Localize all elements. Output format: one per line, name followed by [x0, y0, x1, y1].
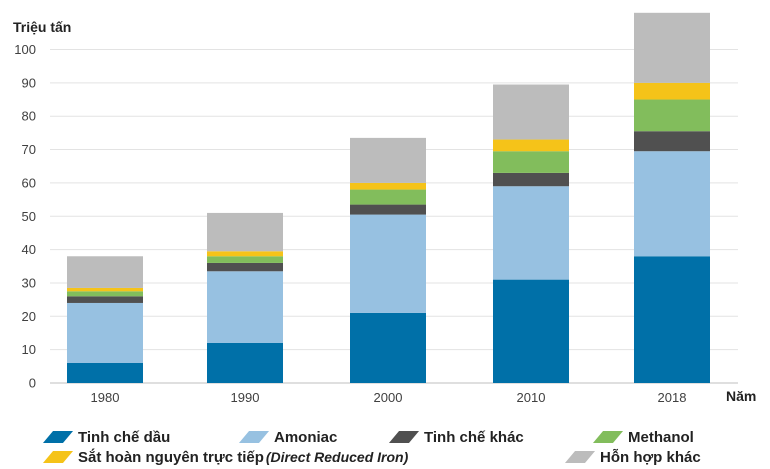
y-tick-label: 0 — [29, 376, 36, 391]
x-axis-title: Năm — [726, 388, 756, 404]
x-tick-label: 1980 — [91, 390, 120, 405]
bar-segment-2010-series-5 — [493, 84, 569, 140]
x-tick-label: 2018 — [658, 390, 687, 405]
x-tick-label: 2000 — [374, 390, 403, 405]
y-tick-label: 60 — [22, 175, 36, 190]
y-tick-label: 30 — [22, 275, 36, 290]
y-tick-label: 20 — [22, 309, 36, 324]
bar-segment-1990-series-5 — [207, 212, 283, 252]
x-tick-label: 2010 — [517, 390, 546, 405]
legend-item-tinh-che-khac: Tinh chế khác — [388, 428, 524, 446]
legend-label: Amoniac — [274, 428, 338, 446]
legend-item-hon-hop-khac: Hỗn hợp khác — [564, 448, 701, 466]
legend-label: Sắt hoàn nguyên trực tiếp — [78, 448, 264, 466]
bar-segment-1980-series-5 — [67, 256, 143, 288]
legend-swatch — [592, 431, 624, 443]
bar-segment-2018-series-2 — [634, 131, 710, 152]
legend-item-methanol: Methanol — [592, 428, 694, 446]
y-tick-label: 90 — [22, 75, 36, 90]
legend-swatch — [388, 431, 420, 443]
bar-segment-2000-series-3 — [350, 189, 426, 205]
legend-item-amoniac: Amoniac — [238, 428, 338, 446]
bar-segment-1980-series-1 — [67, 302, 143, 363]
bar-segment-2018-series-1 — [634, 151, 710, 257]
bar-segment-2010-series-3 — [493, 151, 569, 173]
legend-swatch — [42, 431, 74, 443]
y-axis-title: Triệu tấn — [13, 19, 71, 35]
bar-segment-2000-series-2 — [350, 204, 426, 215]
y-tick-labels: 0 10 20 30 40 50 60 70 80 90 100 — [14, 42, 36, 391]
bar-segment-2018-series-0 — [634, 256, 710, 383]
bar-segment-1980-series-3 — [67, 291, 143, 297]
bar-segment-2010-series-0 — [493, 279, 569, 383]
bar-segment-1990-series-1 — [207, 271, 283, 343]
y-tick-label: 70 — [22, 142, 36, 157]
bars — [67, 12, 710, 383]
bar-segment-1990-series-2 — [207, 262, 283, 272]
stacked-bar-chart: 0 10 20 30 40 50 60 70 80 90 100 1980 1990 2000 2010 2… — [13, 12, 756, 405]
legend-label: Tinh chế khác — [424, 428, 524, 446]
bar-segment-2000-series-5 — [350, 137, 426, 183]
legend-item-sat-hoan-nguyen: Sắt hoàn nguyên trực tiếp (Direct Reduce… — [42, 448, 409, 466]
bar-segment-1990-series-0 — [207, 342, 283, 383]
legend-label: Hỗn hợp khác — [600, 448, 701, 466]
bar-segment-2010-series-2 — [493, 172, 569, 187]
y-tick-label: 40 — [22, 242, 36, 257]
bar-segment-1980-series-0 — [67, 362, 143, 383]
bar-segment-2000-series-0 — [350, 312, 426, 383]
y-tick-label: 10 — [22, 342, 36, 357]
y-tick-label: 80 — [22, 109, 36, 124]
bar-segment-2000-series-1 — [350, 214, 426, 313]
bar-segment-1990-series-4 — [207, 251, 283, 257]
y-tick-label: 50 — [22, 209, 36, 224]
legend: Tinh chế dầu Amoniac Tinh chế khác Metha… — [0, 424, 770, 469]
bar-segment-2010-series-1 — [493, 186, 569, 280]
legend-item-tinh-che-dau: Tinh chế dầu — [42, 428, 171, 446]
bar-segment-1990-series-3 — [207, 256, 283, 263]
legend-swatch — [238, 431, 270, 443]
legend-swatch — [42, 451, 74, 463]
bar-segment-2018-series-3 — [634, 99, 710, 132]
bar-segment-1980-series-2 — [67, 296, 143, 303]
x-tick-labels: 1980 1990 2000 2010 2018 — [91, 390, 687, 405]
bar-segment-2000-series-4 — [350, 182, 426, 190]
legend-label: Methanol — [628, 428, 694, 446]
bar-segment-2010-series-4 — [493, 139, 569, 152]
x-tick-label: 1990 — [231, 390, 260, 405]
bar-segment-1980-series-4 — [67, 287, 143, 292]
legend-swatch — [564, 451, 596, 463]
bar-segment-2018-series-4 — [634, 82, 710, 100]
y-tick-label: 100 — [14, 42, 36, 57]
legend-label: Tinh chế dầu — [78, 428, 171, 446]
bar-segment-2018-series-5 — [634, 12, 710, 83]
legend-label-suffix: (Direct Reduced Iron) — [265, 449, 409, 465]
